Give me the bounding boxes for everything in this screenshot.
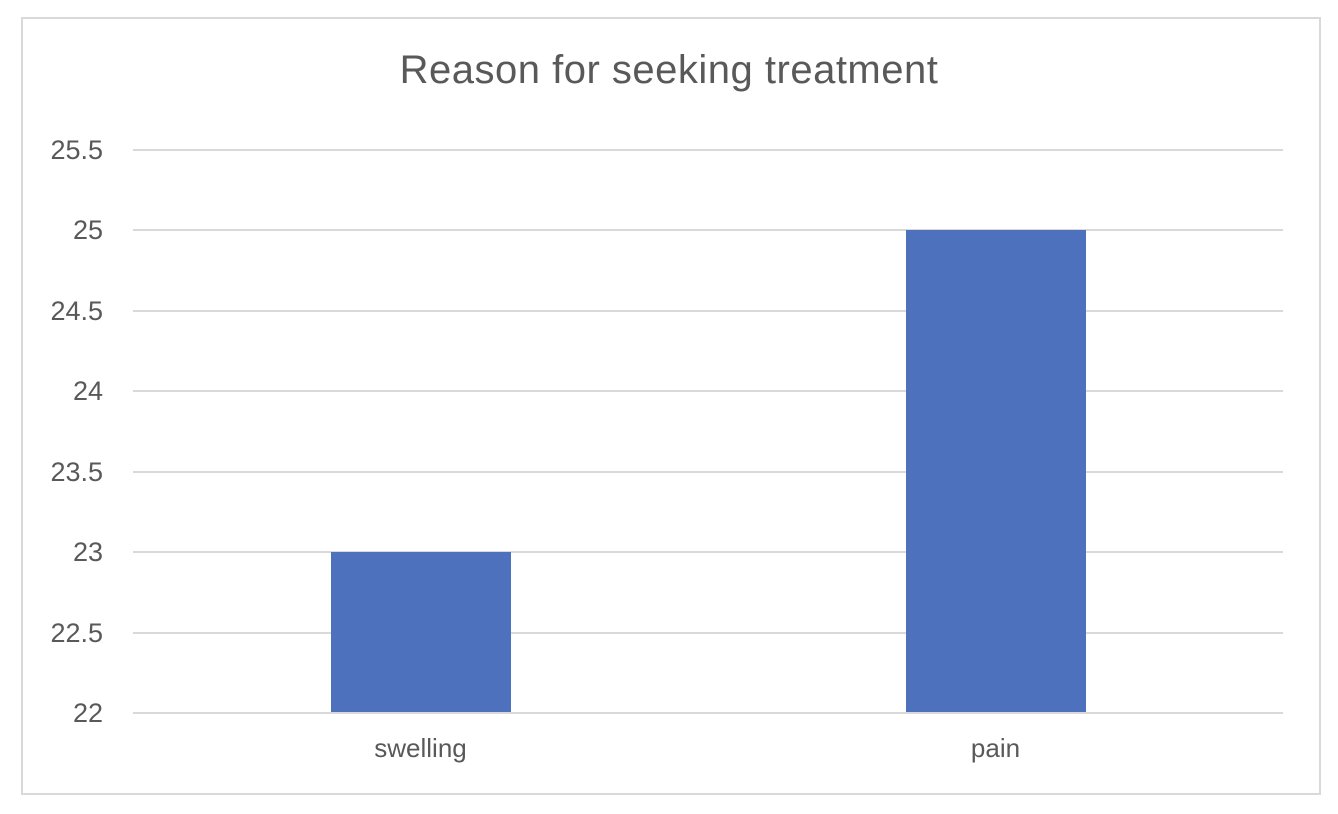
gridline — [133, 471, 1283, 473]
y-tick-label: 25 — [72, 215, 103, 245]
chart-frame — [21, 17, 1321, 795]
chart-title: Reason for seeking treatment — [399, 48, 939, 92]
y-tick-label: 22.5 — [50, 618, 103, 648]
y-tick-label: 23 — [72, 537, 103, 567]
y-tick-label: 24 — [72, 376, 103, 406]
bar-swelling — [331, 552, 511, 712]
gridline — [133, 390, 1283, 392]
y-tick-label: 22 — [72, 698, 103, 728]
x-axis-line — [133, 712, 1283, 714]
y-tick-label: 25.5 — [50, 135, 103, 165]
category-label-pain: pain — [970, 733, 1021, 763]
gridline — [133, 551, 1283, 553]
gridline — [133, 229, 1283, 231]
gridline — [133, 149, 1283, 151]
y-tick-label: 23.5 — [50, 457, 103, 487]
bar-pain — [906, 230, 1086, 712]
y-tick-label: 24.5 — [50, 296, 103, 326]
category-label-swelling: swelling — [374, 733, 467, 763]
gridline — [133, 310, 1283, 312]
gridline — [133, 632, 1283, 634]
